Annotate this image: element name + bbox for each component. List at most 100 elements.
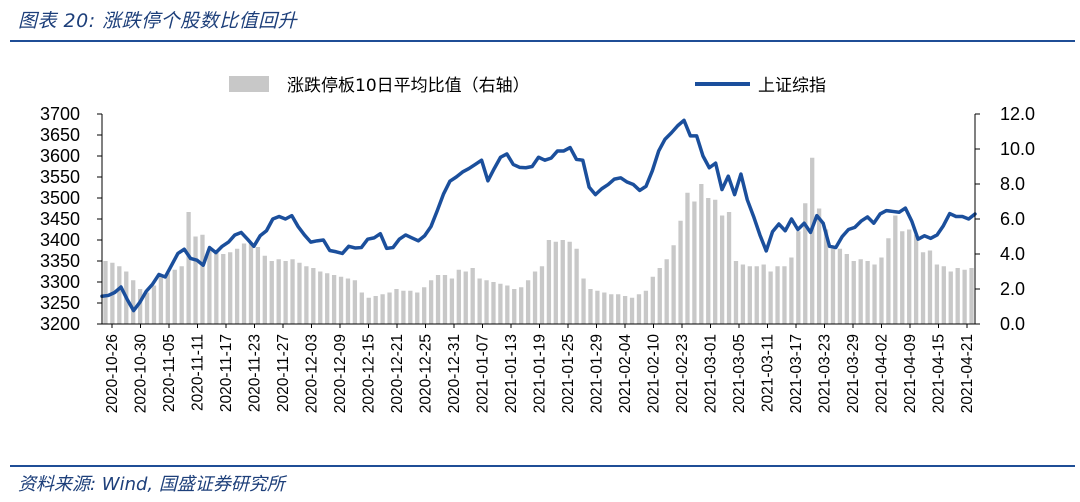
bar: [207, 248, 212, 324]
x-tick-label: 2021-03-05: [731, 334, 748, 413]
line-series: [100, 118, 977, 313]
bar: [657, 268, 662, 324]
bar: [782, 266, 787, 324]
bar: [442, 275, 448, 324]
bar: [477, 278, 482, 324]
x-tick-label: 2020-10-26: [104, 334, 121, 413]
left-tick-label: 3700: [40, 104, 80, 124]
bar: [484, 280, 489, 324]
bar: [144, 292, 150, 324]
bar: [415, 292, 420, 324]
bar: [581, 278, 586, 324]
bar: [186, 212, 191, 324]
bar: [567, 241, 572, 324]
bar: [907, 229, 912, 324]
x-tick-label: 2021-04-21: [959, 334, 976, 413]
x-tick-label: 2021-01-07: [475, 334, 492, 413]
bar: [941, 266, 946, 324]
left-tick-label: 3550: [40, 167, 80, 187]
x-tick-label: 2021-03-23: [817, 334, 834, 413]
bar: [311, 268, 316, 324]
bar: [837, 248, 843, 324]
bar: [830, 248, 836, 324]
figure-title: 图表 20: 涨跌停个股数比值回升: [18, 10, 298, 32]
bar: [338, 276, 344, 324]
header-rule: [10, 40, 1075, 42]
bar: [588, 289, 593, 324]
x-tick-label: 2021-03-29: [845, 334, 862, 413]
bar: [449, 278, 455, 324]
bar: [810, 157, 815, 324]
bar: [394, 289, 399, 324]
line-path: [100, 118, 977, 313]
bar: [726, 212, 732, 324]
bar: [276, 259, 281, 324]
legend-bar-label: 涨跌停板10日平均比值（右轴）: [287, 76, 530, 96]
bar: [318, 271, 323, 324]
bar: [678, 220, 683, 324]
x-tick-label: 2020-11-11: [190, 334, 207, 411]
bar: [740, 264, 746, 324]
left-tick-label: 3500: [40, 188, 80, 208]
bar: [151, 285, 157, 324]
bar: [865, 261, 870, 324]
bar: [463, 271, 468, 324]
bar: [560, 240, 565, 324]
bar: [955, 268, 960, 324]
left-tick-label: 3350: [40, 251, 80, 271]
legend-line-label: 上证综指: [758, 76, 826, 96]
bar: [775, 266, 780, 324]
bar: [754, 266, 759, 324]
bar: [622, 296, 628, 324]
x-tick-label: 2021-01-25: [560, 334, 577, 413]
bar: [858, 259, 863, 324]
x-tick-label: 2020-12-31: [446, 334, 463, 413]
left-tick-label: 3300: [40, 272, 80, 292]
x-tick-label: 2021-01-29: [589, 334, 606, 413]
bar: [221, 254, 226, 324]
right-tick-label: 4.0: [1000, 244, 1025, 264]
x-tick-label: 2020-12-09: [332, 334, 349, 413]
bar: [373, 296, 378, 324]
x-tick-label: 2021-02-23: [674, 334, 691, 413]
bar: [768, 271, 773, 324]
bar: [366, 297, 371, 324]
right-tick-label: 2.0: [1000, 279, 1025, 299]
bar: [893, 215, 898, 324]
legend: 涨跌停板10日平均比值（右轴） 上证综指: [229, 76, 826, 96]
x-axis-labels: 2020-10-26 2020-10-30 2020-11-05 2020-11-11…: [104, 334, 976, 414]
x-tick-label: 2021-04-15: [931, 334, 948, 413]
bar: [803, 203, 808, 324]
bar: [713, 199, 718, 324]
bar: [699, 184, 704, 324]
bar: [228, 252, 233, 324]
x-tick-label: 2020-11-17: [218, 334, 235, 412]
left-tick-label: 3600: [40, 146, 80, 166]
bar: [532, 271, 538, 324]
bar: [886, 238, 891, 324]
left-axis-labels: 3200325033003350340034503500355036003650…: [40, 104, 80, 334]
bar: [636, 294, 642, 324]
legend-bar-swatch: [229, 76, 269, 92]
bar: [408, 290, 413, 324]
x-tick-label: 2021-01-19: [532, 334, 549, 413]
bar: [969, 268, 974, 324]
bar: [352, 280, 358, 324]
bar: [158, 276, 164, 324]
bar: [214, 252, 219, 324]
bar: [103, 261, 108, 324]
left-tick-label: 3450: [40, 209, 80, 229]
bar: [879, 257, 884, 324]
bar: [719, 215, 725, 324]
bar: [331, 275, 337, 324]
bar: [816, 208, 822, 324]
bar: [539, 266, 545, 324]
bar: [546, 240, 552, 324]
bar: [664, 259, 669, 324]
bar: [345, 278, 351, 324]
left-tick-label: 3650: [40, 125, 80, 145]
axes: [97, 113, 980, 328]
bar: [137, 289, 143, 324]
bar: [823, 229, 829, 324]
bar: [595, 290, 600, 324]
